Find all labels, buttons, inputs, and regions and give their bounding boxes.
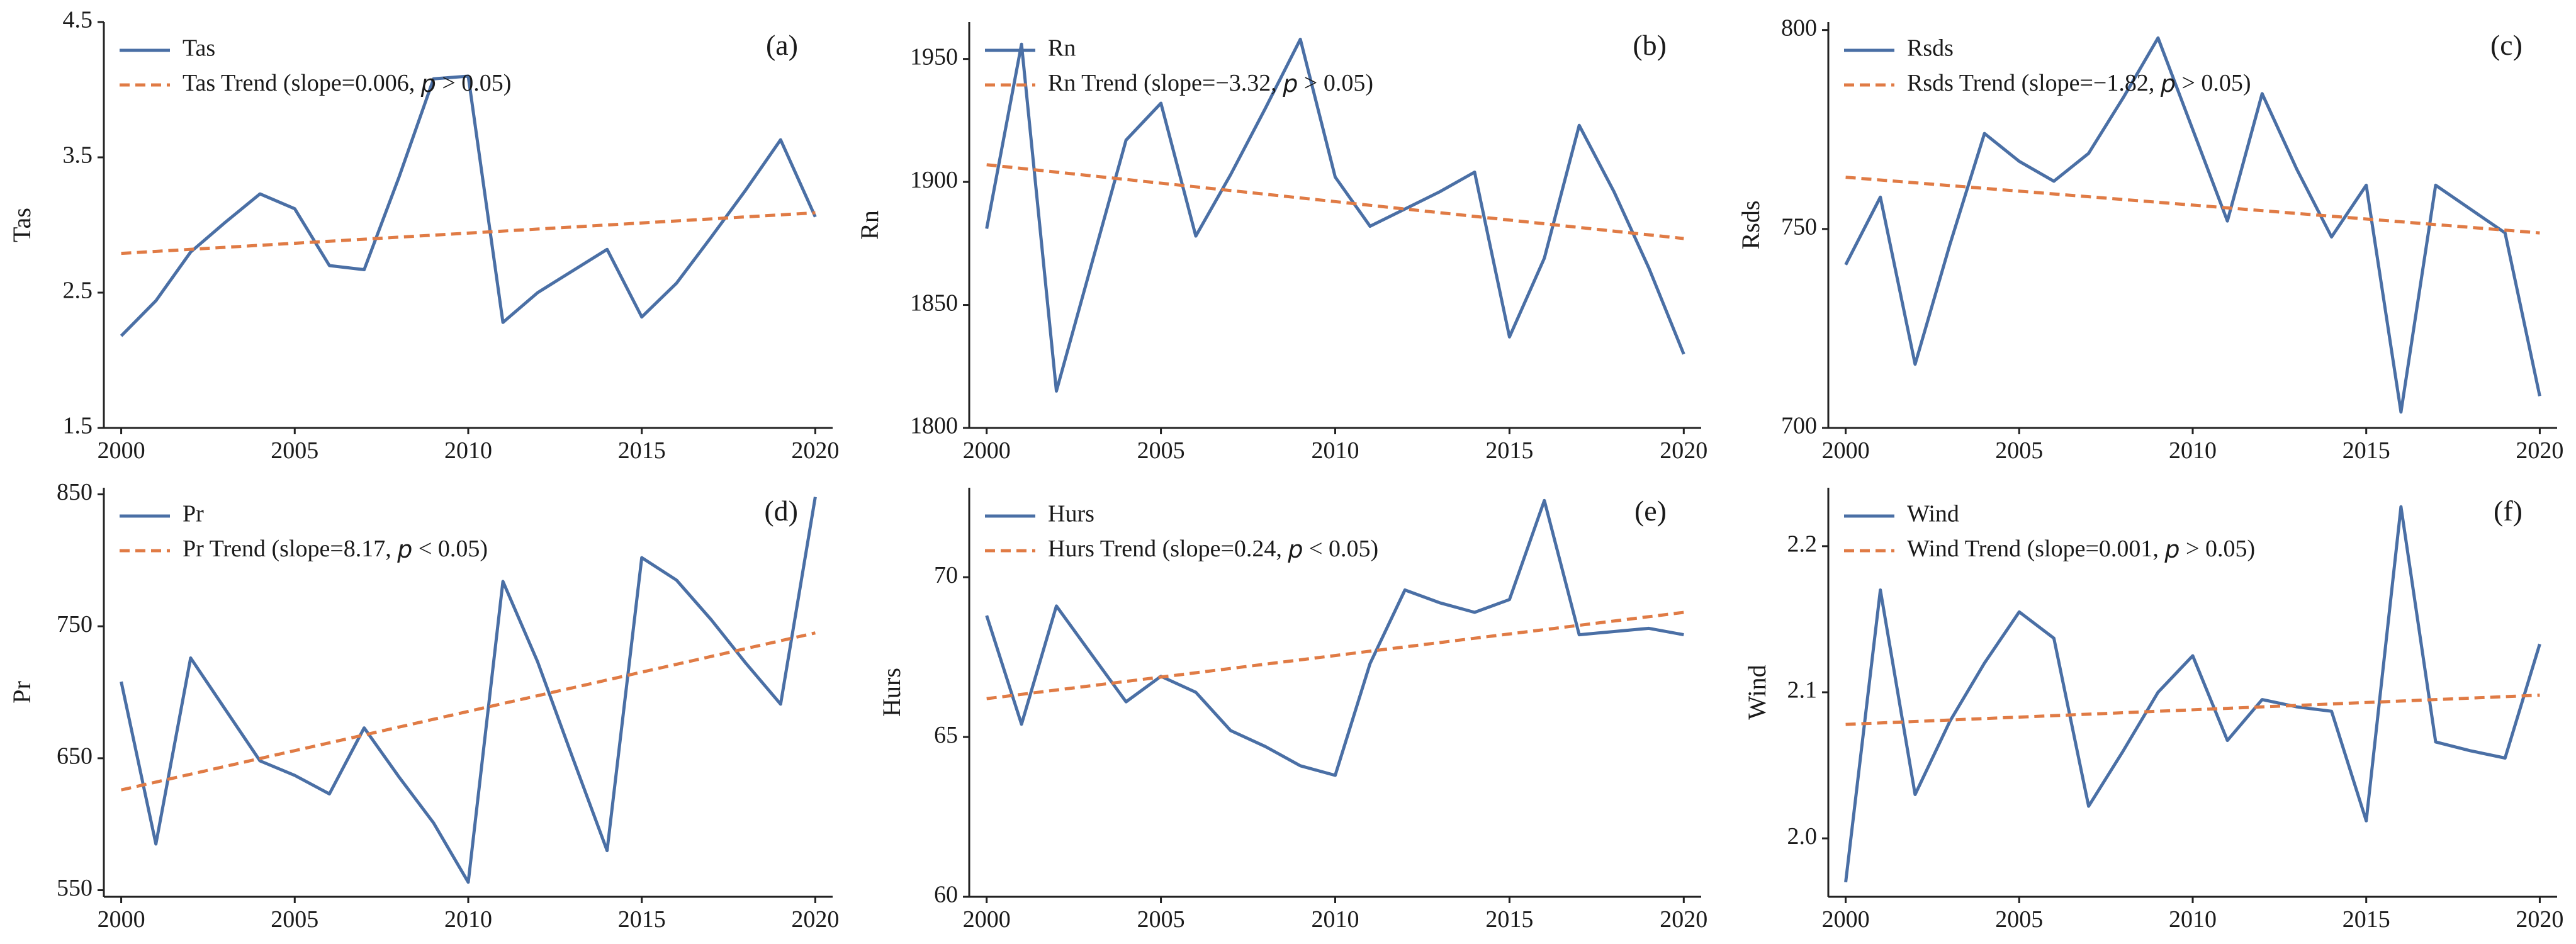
trend-line bbox=[986, 163, 1684, 240]
y-axis-label: Tas bbox=[8, 208, 36, 242]
chart-panel-1: 1.5 2.5 3.5 4.5 2000 2005 2010 2015 2020 Tas Tas Ta… bbox=[8, 7, 839, 464]
trend-line bbox=[1845, 694, 2540, 726]
y-tick-label: 1850 bbox=[910, 289, 958, 316]
y-axis-label: Wind bbox=[1743, 665, 1771, 719]
y-tick-label: 1950 bbox=[910, 43, 958, 70]
x-tick-label: 2000 bbox=[1822, 437, 1870, 464]
x-tick-label: 2020 bbox=[791, 437, 839, 464]
x-tick-label: 2005 bbox=[271, 437, 318, 464]
y-tick-label: 2.0 bbox=[1787, 823, 1818, 850]
legend-label-trend: Pr Trend (slope=8.17, p < 0.05) bbox=[183, 536, 488, 563]
trend-line bbox=[1845, 176, 2540, 235]
legend-label-series: Rn bbox=[1048, 35, 1076, 62]
y-tick-label: 550 bbox=[57, 875, 93, 901]
x-tick-label: 2005 bbox=[1137, 906, 1185, 933]
y-tick-label: 1800 bbox=[910, 413, 958, 439]
y-tick-label: 65 bbox=[934, 722, 958, 748]
y-tick-label: 850 bbox=[57, 479, 93, 505]
legend-label-trend: Rn Trend (slope=−3.32, p > 0.05) bbox=[1048, 70, 1373, 98]
legend-label-trend: Rsds Trend (slope=−1.82, p > 0.05) bbox=[1907, 70, 2251, 98]
y-tick-label: 70 bbox=[934, 562, 958, 588]
x-tick-label: 2005 bbox=[1995, 437, 2043, 464]
y-tick-label: 750 bbox=[1781, 214, 1817, 240]
y-axis-label: Hurs bbox=[877, 668, 906, 717]
trend-line bbox=[986, 610, 1684, 700]
x-tick-label: 2010 bbox=[1312, 906, 1359, 933]
x-tick-label: 2010 bbox=[444, 906, 492, 933]
x-tick-label: 2000 bbox=[963, 906, 1011, 933]
y-tick-label: 2.5 bbox=[63, 278, 93, 304]
x-tick-label: 2015 bbox=[1485, 906, 1533, 933]
legend-label-series: Wind bbox=[1907, 501, 1959, 527]
x-tick-label: 2010 bbox=[2169, 437, 2217, 464]
series-line-wind bbox=[1844, 505, 2541, 883]
y-tick-label: 1.5 bbox=[63, 413, 93, 439]
x-tick-label: 2000 bbox=[1822, 906, 1870, 933]
x-tick-label: 2015 bbox=[2343, 437, 2390, 464]
x-tick-label: 2010 bbox=[1312, 437, 1359, 464]
y-axis-label: Rsds bbox=[1736, 201, 1765, 250]
x-tick-label: 2005 bbox=[1137, 437, 1185, 464]
y-tick-label: 60 bbox=[934, 882, 958, 908]
series-line-rsds bbox=[1844, 36, 2541, 414]
legend-label-series: Pr bbox=[183, 501, 204, 527]
y-axis-label: Pr bbox=[8, 681, 36, 704]
chart-panel-5: 60 65 70 2000 2005 2010 2015 2020 Hurs Hurs Hurs T… bbox=[877, 488, 1707, 933]
trend-line bbox=[121, 631, 816, 792]
x-tick-label: 2005 bbox=[1995, 906, 2043, 933]
chart-panel-6: 2.0 2.1 2.2 2000 2005 2010 2015 2020 Wind Wind Win… bbox=[1743, 488, 2563, 933]
y-tick-label: 3.5 bbox=[63, 142, 93, 169]
y-tick-label: 650 bbox=[57, 743, 93, 770]
panel-tag: (d) bbox=[764, 495, 798, 527]
panel-tag: (e) bbox=[1634, 495, 1667, 527]
chart-panel-3: 700 750 800 2000 2005 2010 2015 2020 Rsds Rsds Rsd… bbox=[1736, 14, 2563, 464]
x-tick-label: 2015 bbox=[2343, 906, 2390, 933]
x-tick-label: 2000 bbox=[98, 437, 145, 464]
y-tick-label: 2.1 bbox=[1787, 677, 1818, 704]
x-tick-label: 2020 bbox=[2516, 906, 2563, 933]
panel-tag: (c) bbox=[2490, 29, 2523, 61]
series-line-tas bbox=[120, 74, 817, 337]
panel-tag: (a) bbox=[766, 29, 798, 61]
y-tick-label: 1900 bbox=[910, 167, 958, 193]
y-tick-label: 750 bbox=[57, 611, 93, 638]
x-tick-label: 2020 bbox=[2516, 437, 2563, 464]
x-tick-label: 2020 bbox=[791, 906, 839, 933]
legend-label-series: Rsds bbox=[1907, 35, 1954, 62]
chart-panel-2: 1800 1850 1900 1950 2000 2005 2010 2015 2020 Rn Rn… bbox=[855, 22, 1707, 464]
panel-tag: (b) bbox=[1633, 29, 1667, 61]
x-tick-label: 2020 bbox=[1660, 437, 1707, 464]
legend-label-series: Hurs bbox=[1048, 501, 1094, 527]
legend-label-trend: Hurs Trend (slope=0.24, p < 0.05) bbox=[1048, 536, 1378, 563]
chart-panel-4: 550 650 750 850 2000 2005 2010 2015 2020 Pr Pr Pr T… bbox=[8, 479, 839, 933]
y-tick-label: 2.2 bbox=[1787, 531, 1818, 558]
trend-line bbox=[121, 211, 816, 256]
panel-tag: (f) bbox=[2494, 495, 2523, 527]
y-axis-label: Rn bbox=[855, 210, 884, 240]
x-tick-label: 2015 bbox=[1485, 437, 1533, 464]
x-tick-label: 2015 bbox=[618, 906, 666, 933]
x-tick-label: 2000 bbox=[98, 906, 145, 933]
series-line-rn bbox=[985, 37, 1685, 393]
x-tick-label: 2010 bbox=[2169, 906, 2217, 933]
x-tick-label: 2010 bbox=[444, 437, 492, 464]
y-tick-label: 4.5 bbox=[63, 7, 93, 33]
x-tick-label: 2000 bbox=[963, 437, 1011, 464]
y-tick-label: 800 bbox=[1781, 14, 1817, 41]
x-tick-label: 2005 bbox=[271, 906, 318, 933]
x-tick-label: 2020 bbox=[1660, 906, 1707, 933]
series-line-hurs bbox=[985, 498, 1684, 777]
x-tick-label: 2015 bbox=[618, 437, 666, 464]
legend-label-trend: Tas Trend (slope=0.006, p > 0.05) bbox=[183, 70, 511, 98]
series-line-pr bbox=[120, 497, 817, 884]
y-tick-label: 700 bbox=[1781, 413, 1817, 439]
legend-label-series: Tas bbox=[183, 35, 215, 62]
legend-label-trend: Wind Trend (slope=0.001, p > 0.05) bbox=[1907, 536, 2255, 563]
